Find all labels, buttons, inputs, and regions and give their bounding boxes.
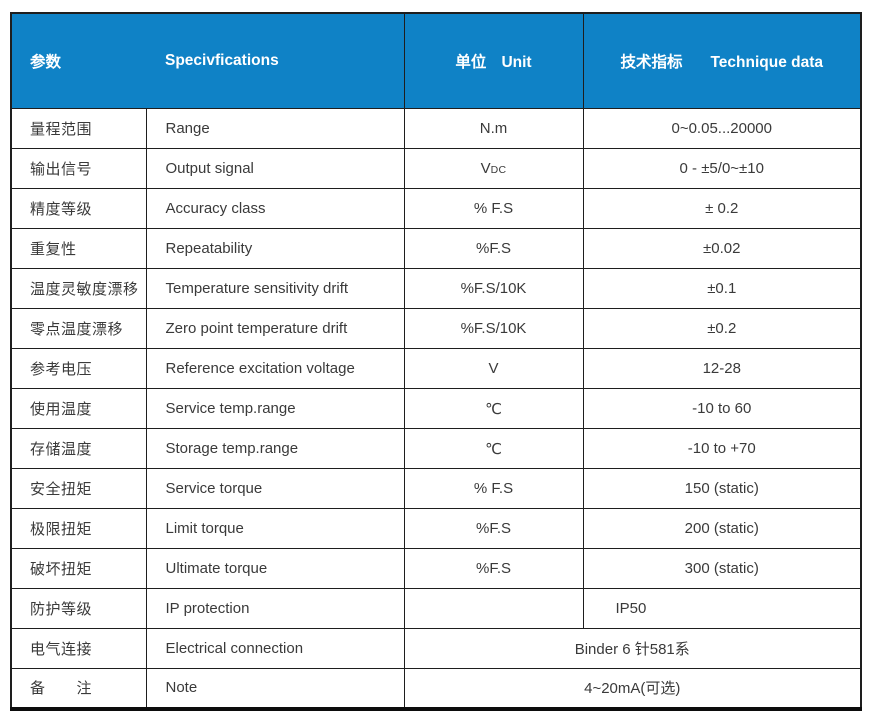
table-row-ultimate-torque: 破坏扭矩 Ultimate torque %F.S 300 (static) <box>10 548 862 589</box>
value-cell: 0 - ±5/0~±10 <box>582 148 862 189</box>
param-en: Service torque <box>145 468 405 509</box>
unit-main: V <box>480 160 491 177</box>
unit-cell: ℃ <box>403 428 584 469</box>
param-en: Note <box>145 668 405 709</box>
param-en: Accuracy class <box>145 188 405 229</box>
unit-cell: % F.S <box>403 468 584 509</box>
table-row-accuracy-class: 精度等级 Accuracy class % F.S ± 0.2 <box>10 188 862 229</box>
header-unit-en: Unit <box>501 54 532 71</box>
header-param: 参数 <box>10 12 146 109</box>
param-zh: 破坏扭矩 <box>10 548 147 589</box>
table-row-note: 备 注 Note 4~20mA(可选) <box>10 668 862 709</box>
header-specifications: Specivfications <box>145 12 405 109</box>
header-technique-data: 技术指标 Technique data <box>582 12 862 109</box>
param-zh: 极限扭矩 <box>10 508 147 549</box>
table-row-zero-point-temperature-drift: 零点温度漂移 Zero point temperature drift %F.S… <box>10 308 862 349</box>
value-cell: -10 to +70 <box>582 428 862 469</box>
param-en: Limit torque <box>145 508 405 549</box>
table-row-storage-temp-range: 存储温度 Storage temp.range ℃ -10 to +70 <box>10 428 862 469</box>
header-tech-zh: 技术指标 <box>620 54 683 71</box>
param-en: Output signal <box>145 148 405 189</box>
unit-cell: V <box>403 348 584 389</box>
param-en: Ultimate torque <box>145 548 405 589</box>
table-header: 参数 Specivfications 单位 Unit 技术指标 Techniqu… <box>10 12 862 109</box>
unit-cell: %F.S <box>403 508 584 549</box>
unit-cell: VDC <box>403 148 584 189</box>
value-cell: ±0.2 <box>582 308 862 349</box>
value-cell: -10 to 60 <box>582 388 862 429</box>
param-en: Electrical connection <box>145 628 405 669</box>
header-row: 参数 Specivfications 单位 Unit 技术指标 Techniqu… <box>10 12 862 109</box>
unit-subscript: DC <box>490 164 507 176</box>
table-row-temperature-sensitivity-drift: 温度灵敏度漂移 Temperature sensitivity drift %F… <box>10 268 862 309</box>
param-en: Temperature sensitivity drift <box>145 268 405 309</box>
param-zh: 参考电压 <box>10 348 147 389</box>
unit-cell: N.m <box>403 108 584 149</box>
unit-cell-empty <box>403 588 584 629</box>
table-body: 量程范围 Range N.m 0~0.05...20000 输出信号 Outpu… <box>10 108 862 709</box>
param-en: Service temp.range <box>145 388 405 429</box>
unit-cell: %F.S/10K <box>403 268 584 309</box>
param-zh: 防护等级 <box>10 588 147 629</box>
unit-cell: % F.S <box>403 188 584 229</box>
param-zh: 零点温度漂移 <box>10 308 147 349</box>
table-row-output-signal: 输出信号 Output signal VDC 0 - ±5/0~±10 <box>10 148 862 189</box>
param-en: Range <box>145 108 405 149</box>
table-row-electrical-connection: 电气连接 Electrical connection Binder 6 针581… <box>10 628 862 669</box>
unit-cell: ℃ <box>403 388 584 429</box>
value-cell: ± 0.2 <box>582 188 862 229</box>
value-cell: 12-28 <box>582 348 862 389</box>
param-zh: 电气连接 <box>10 628 147 669</box>
table-row-limit-torque: 极限扭矩 Limit torque %F.S 200 (static) <box>10 508 862 549</box>
spec-table: 参数 Specivfications 单位 Unit 技术指标 Techniqu… <box>10 12 862 711</box>
param-en: IP protection <box>145 588 405 629</box>
value-cell: ±0.1 <box>582 268 862 309</box>
header-unit: 单位 Unit <box>403 12 584 109</box>
unit-cell: %F.S <box>403 228 584 269</box>
param-zh: 备 注 <box>10 668 147 709</box>
param-zh: 重复性 <box>10 228 147 269</box>
table-row-reference-excitation-voltage: 参考电压 Reference excitation voltage V 12-2… <box>10 348 862 389</box>
param-en: Reference excitation voltage <box>145 348 405 389</box>
value-cell-merged: 4~20mA(可选) <box>403 668 862 709</box>
value-cell: 150 (static) <box>582 468 862 509</box>
table-row-repeatability: 重复性 Repeatability %F.S ±0.02 <box>10 228 862 269</box>
param-zh: 精度等级 <box>10 188 147 229</box>
param-zh: 温度灵敏度漂移 <box>10 268 147 309</box>
table-row-service-torque: 安全扭矩 Service torque % F.S 150 (static) <box>10 468 862 509</box>
value-cell-merged: Binder 6 针581系 <box>403 628 862 669</box>
table-row-service-temp-range: 使用温度 Service temp.range ℃ -10 to 60 <box>10 388 862 429</box>
param-zh: 安全扭矩 <box>10 468 147 509</box>
table-row-range: 量程范围 Range N.m 0~0.05...20000 <box>10 108 862 149</box>
header-tech-en: Technique data <box>710 54 824 71</box>
param-en: Repeatability <box>145 228 405 269</box>
value-cell: 300 (static) <box>582 548 862 589</box>
value-cell: 0~0.05...20000 <box>582 108 862 149</box>
param-en: Storage temp.range <box>145 428 405 469</box>
param-zh: 存储温度 <box>10 428 147 469</box>
value-cell: IP50 <box>582 588 862 629</box>
unit-cell: %F.S <box>403 548 584 589</box>
value-cell: 200 (static) <box>582 508 862 549</box>
unit-cell: %F.S/10K <box>403 308 584 349</box>
value-cell: ±0.02 <box>582 228 862 269</box>
header-unit-zh: 单位 <box>455 54 487 71</box>
param-zh: 输出信号 <box>10 148 147 189</box>
param-zh: 使用温度 <box>10 388 147 429</box>
param-en: Zero point temperature drift <box>145 308 405 349</box>
param-zh: 量程范围 <box>10 108 147 149</box>
table-row-ip-protection: 防护等级 IP protection IP50 <box>10 588 862 629</box>
